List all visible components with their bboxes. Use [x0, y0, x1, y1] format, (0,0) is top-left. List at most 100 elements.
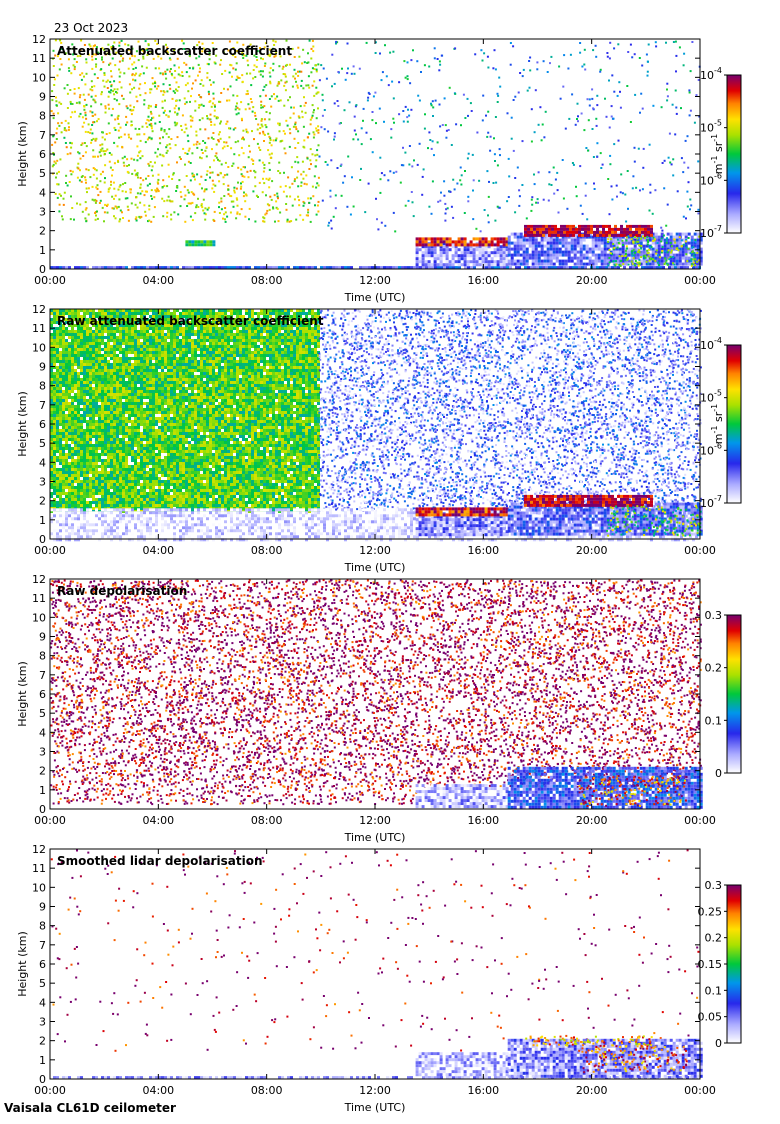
heat-cell — [164, 130, 166, 132]
heat-cell — [443, 195, 445, 197]
heat-cell — [133, 61, 135, 63]
heat-cell — [77, 474, 80, 477]
heat-cell — [212, 243, 215, 246]
heat-cell — [572, 162, 574, 164]
heat-cell — [89, 486, 92, 489]
heat-cell — [494, 248, 497, 251]
heat-cell — [74, 387, 77, 390]
heat-cell — [497, 93, 499, 95]
heat-cell — [80, 387, 83, 390]
heat-cell — [53, 312, 56, 315]
heat-cell — [92, 363, 95, 366]
heat-cell — [104, 139, 106, 141]
heat-cell — [74, 489, 77, 492]
heat-cell — [68, 477, 71, 480]
heat-cell — [317, 205, 319, 207]
heat-cell — [307, 136, 309, 138]
heat-cell — [90, 129, 92, 131]
heat-cell — [108, 104, 110, 106]
heat-cell — [218, 101, 220, 103]
heat-cell — [91, 80, 93, 82]
heat-cell — [635, 231, 638, 234]
heat-cell — [544, 245, 547, 248]
heat-cell — [437, 237, 440, 240]
heat-cell — [434, 243, 437, 246]
heat-cell — [642, 108, 644, 110]
heat-cell — [595, 56, 597, 58]
heat-cell — [98, 381, 101, 384]
heat-cell — [220, 201, 222, 203]
heat-cell — [56, 360, 59, 363]
heat-cell — [276, 193, 278, 195]
heat-cell — [510, 42, 512, 44]
heat-cell — [101, 91, 103, 93]
heat-cell — [488, 240, 491, 243]
heat-cell — [536, 61, 538, 63]
heat-cell — [285, 152, 287, 154]
heat-cell — [62, 474, 65, 477]
heat-cell — [98, 474, 101, 477]
heat-cell — [83, 498, 86, 501]
heat-cell — [225, 211, 227, 213]
heat-cell — [83, 477, 86, 480]
heat-cell — [244, 216, 246, 218]
heat-cell — [101, 143, 103, 145]
heat-cell — [65, 474, 68, 477]
heat-cell — [107, 489, 110, 492]
heat-cell — [59, 342, 62, 345]
heat-cell — [77, 357, 80, 360]
heat-cell — [517, 251, 520, 254]
heat-cell — [307, 197, 309, 199]
heat-cell — [254, 76, 256, 78]
heat-cell — [557, 189, 559, 191]
heat-cell — [83, 468, 86, 471]
heat-cell — [92, 414, 95, 417]
heat-cell — [107, 486, 110, 489]
heat-cell — [77, 372, 80, 375]
heat-cell — [296, 177, 298, 179]
heat-cell — [159, 121, 161, 123]
heat-cell — [524, 231, 527, 234]
heat-cell — [500, 263, 503, 266]
heat-cell — [101, 330, 104, 333]
heat-cell — [62, 423, 65, 426]
heat-cell — [446, 248, 449, 251]
heat-cell — [223, 88, 225, 90]
heat-cell — [86, 471, 89, 474]
heat-cell — [104, 86, 106, 88]
heat-cell — [110, 384, 113, 387]
heat-cell — [647, 263, 649, 265]
heat-cell — [86, 465, 89, 468]
heat-cell — [59, 462, 62, 465]
heat-cell — [53, 465, 56, 468]
heat-cell — [89, 378, 92, 381]
heat-cell — [56, 486, 59, 489]
heat-cell — [635, 228, 638, 231]
heat-cell — [92, 408, 95, 411]
heat-cell — [535, 251, 538, 254]
heat-cell — [59, 471, 62, 474]
heat-cell — [97, 77, 99, 79]
heat-cell — [86, 104, 88, 106]
heat-cell — [664, 263, 666, 265]
heat-cell — [372, 111, 374, 113]
heat-cell — [672, 174, 674, 176]
heat-cell — [262, 58, 264, 60]
heat-cell — [239, 213, 241, 215]
heat-cell — [152, 175, 154, 177]
heat-cell — [56, 483, 59, 486]
heat-cell — [428, 248, 431, 251]
heat-cell — [165, 146, 167, 148]
heat-cell — [431, 248, 434, 251]
heat-cell — [110, 351, 113, 354]
heat-cell — [59, 504, 62, 507]
heat-cell — [650, 225, 653, 228]
heat-cell — [638, 228, 641, 231]
heat-cell — [389, 170, 391, 172]
heat-cell — [137, 177, 139, 179]
heat-cell — [431, 263, 434, 266]
heat-cell — [59, 450, 62, 453]
heat-cell — [59, 420, 62, 423]
heat-cell — [586, 257, 589, 260]
heat-cell — [110, 498, 113, 501]
